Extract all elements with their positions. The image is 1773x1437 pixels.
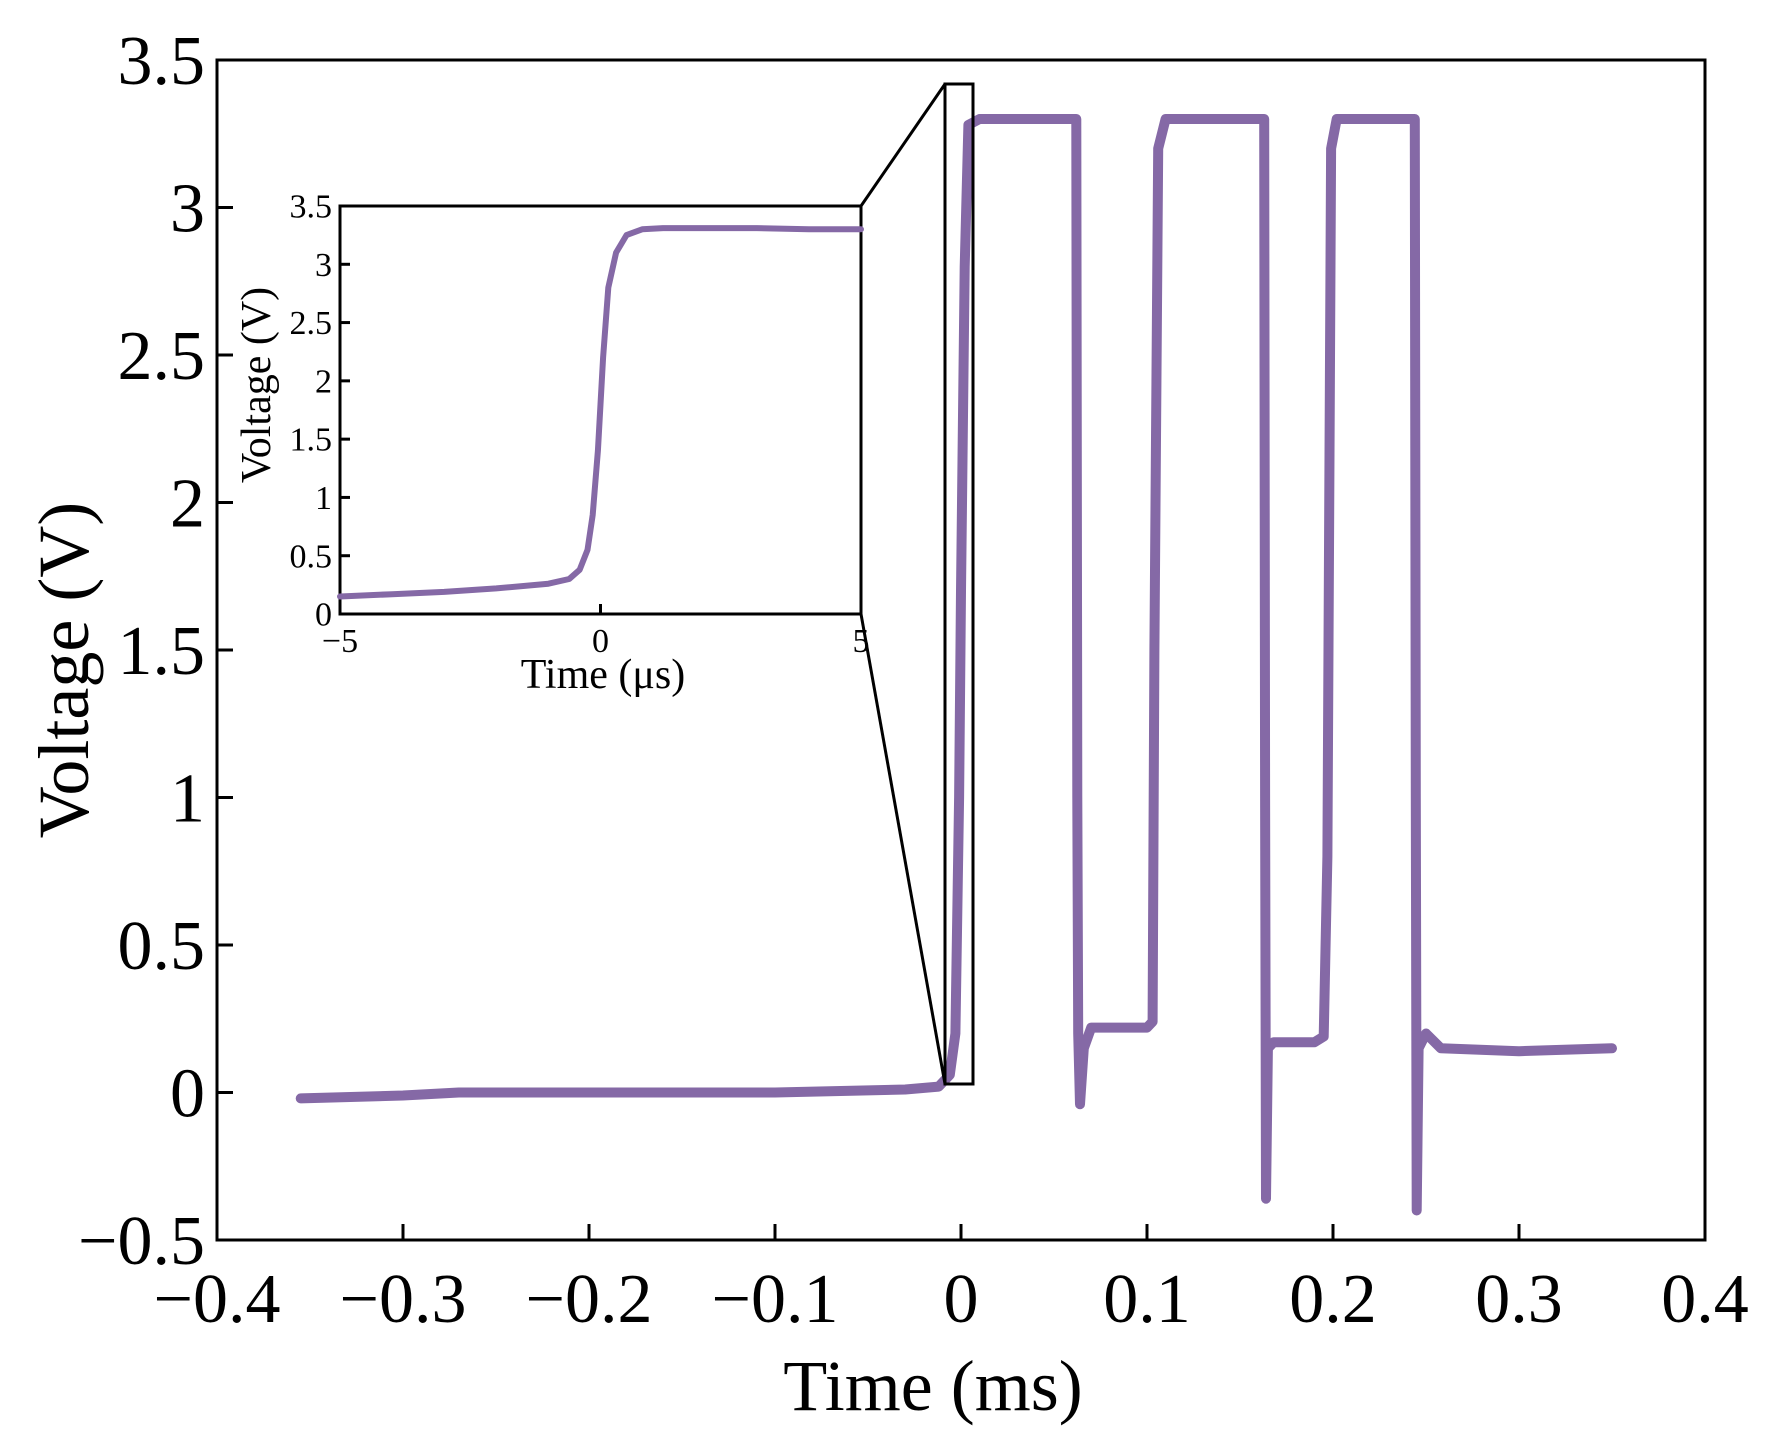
main-series-line: [295, 114, 1617, 1216]
main-x-tick-label: −0.2: [526, 1261, 653, 1338]
main-y-axis-title: Voltage (V): [24, 502, 104, 839]
main-x-tick-label: 0.1: [1103, 1261, 1191, 1338]
main-x-axis-title: Time (ms): [783, 1346, 1082, 1426]
inset-chart: −5 0 5 00.511.522.533.5 Time (μs) Voltage …: [234, 189, 870, 698]
zoom-connector-top: [859, 83, 947, 207]
inset-y-tick-label: 1: [315, 480, 332, 517]
inset-y-tick-label: 0.5: [290, 538, 333, 575]
inset-series: [337, 225, 864, 600]
inset-x-tick-label: 0: [592, 623, 609, 660]
main-x-ticks: −0.4 −0.3 −0.2 −0.1 0 0.1 0.2 0.3 0.4: [154, 1224, 1749, 1338]
main-x-tick-label: 0.2: [1289, 1261, 1377, 1338]
main-y-tick-label: 0: [170, 1055, 205, 1132]
inset-x-tick-label: 5: [853, 623, 870, 660]
main-x-tick-label: 0.3: [1475, 1261, 1563, 1338]
main-y-ticks: −0.5 0 0.5 1 1.5 2 2.5 3 3.5: [78, 23, 233, 1280]
zoom-connector-bottom: [859, 613, 947, 1085]
inset-x-ticks: −5 0 5: [322, 604, 870, 660]
inset-y-tick-label: 2.5: [290, 305, 333, 342]
main-x-tick-label: 0: [944, 1261, 979, 1338]
inset-y-tick-label: 2: [315, 363, 332, 400]
main-y-tick-label: 1: [170, 760, 205, 837]
inset-x-tick-label: −5: [322, 623, 358, 660]
main-y-tick-label: 2.5: [118, 318, 206, 395]
main-x-tick-label: −0.1: [712, 1261, 839, 1338]
main-y-tick-label: 3: [170, 170, 205, 247]
main-y-tick-label: 0.5: [118, 908, 206, 985]
inset-y-tick-label: 3.5: [290, 189, 333, 226]
inset-series-line: [337, 225, 864, 600]
zoom-box: [943, 82, 975, 1086]
inset-y-tick-label: 3: [315, 247, 332, 284]
main-y-tick-label: 1.5: [118, 613, 206, 690]
main-series: [295, 114, 1617, 1216]
main-x-tick-label: 0.4: [1661, 1261, 1749, 1338]
main-chart: −0.4 −0.3 −0.2 −0.1 0 0.1 0.2 0.3 0.4 −0.5 0 0.5 1 1…: [24, 23, 1749, 1426]
main-x-tick-label: −0.4: [154, 1261, 281, 1338]
main-y-tick-label: 3.5: [118, 23, 206, 100]
inset-y-axis-title: Voltage (V): [234, 287, 280, 483]
main-y-tick-label: 2: [170, 465, 205, 542]
inset-y-tick-label: 0: [315, 597, 332, 634]
zoom-indicator: [859, 82, 975, 1086]
inset-x-axis-title: Time (μs): [521, 652, 686, 698]
inset-y-tick-label: 1.5: [290, 422, 333, 459]
main-x-tick-label: −0.3: [340, 1261, 467, 1338]
main-y-tick-label: −0.5: [78, 1203, 205, 1280]
inset-y-ticks: 0 0.5 1 1.5 2 2.5 3 3.5: [290, 189, 350, 634]
